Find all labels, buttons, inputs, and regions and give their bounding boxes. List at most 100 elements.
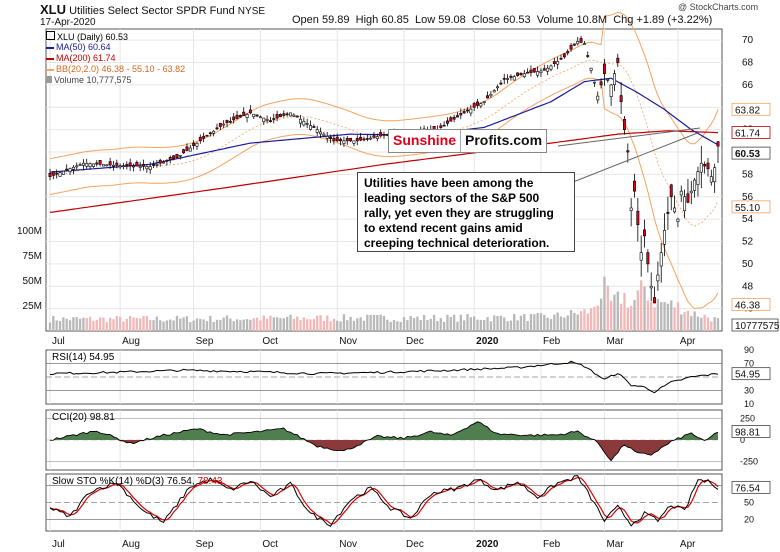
candle-body bbox=[68, 168, 72, 172]
volume-bar bbox=[349, 316, 352, 331]
volume-bar bbox=[673, 307, 676, 331]
price-tick-70: 70 bbox=[742, 35, 754, 46]
candle-body bbox=[492, 90, 496, 93]
volume-bar bbox=[419, 320, 422, 331]
x-month-label-bottom-Sep: Sep bbox=[196, 539, 214, 550]
candle-body bbox=[526, 71, 530, 74]
volume-bar bbox=[309, 319, 312, 331]
chart-title: XLU Utilities Select Sector SPDR Fund NY… bbox=[40, 2, 265, 17]
candle-body bbox=[709, 176, 713, 183]
volume-bar bbox=[596, 305, 599, 331]
candle-body bbox=[325, 136, 329, 139]
volume-bar bbox=[506, 321, 509, 331]
volume-bar bbox=[716, 318, 720, 331]
volume-bar bbox=[439, 318, 442, 331]
candle-body bbox=[111, 164, 115, 167]
volume-bar bbox=[573, 312, 576, 331]
tag-close-box bbox=[731, 146, 771, 160]
cci-legend: CCI(20) 98.81 bbox=[52, 412, 115, 423]
volume-bar bbox=[616, 291, 619, 331]
volume-bar bbox=[95, 319, 98, 331]
candle-body bbox=[529, 69, 533, 73]
legend-ma200: MA(200) 61.74 bbox=[46, 53, 116, 63]
volume-bar bbox=[409, 316, 412, 331]
volume-bar bbox=[629, 306, 633, 331]
x-month-label-bottom-Nov: Nov bbox=[339, 539, 357, 550]
annotation-pointer-2 bbox=[557, 127, 701, 147]
rsi-tick-10: 10 bbox=[744, 399, 754, 409]
volume-bar bbox=[686, 310, 690, 331]
volume-bar bbox=[319, 315, 322, 331]
candle-body bbox=[676, 218, 680, 222]
volume-bar bbox=[593, 306, 596, 331]
volume-bar bbox=[215, 319, 219, 331]
candle-body bbox=[75, 165, 79, 168]
volume-bar bbox=[693, 311, 696, 331]
volume-bar bbox=[329, 321, 332, 331]
candle-body bbox=[192, 142, 196, 146]
candle-body bbox=[155, 164, 159, 166]
exchange: NYSE bbox=[237, 6, 266, 17]
volume-bar bbox=[479, 319, 483, 331]
volume-bar bbox=[182, 317, 185, 331]
symbol: XLU bbox=[40, 2, 66, 17]
volume-bar bbox=[379, 314, 382, 331]
x-month-label-bottom-Apr: Apr bbox=[680, 539, 696, 550]
candle-body bbox=[375, 136, 379, 139]
candle-body bbox=[602, 63, 606, 75]
candle-body bbox=[332, 137, 336, 142]
volume-bar bbox=[442, 321, 446, 331]
candle-body bbox=[278, 114, 282, 118]
candle-body bbox=[172, 155, 176, 160]
volume-bar bbox=[265, 318, 269, 331]
candle-body bbox=[349, 137, 353, 142]
x-month-label-Apr: Apr bbox=[680, 336, 696, 347]
candle-body bbox=[162, 161, 166, 164]
candle-body bbox=[659, 252, 663, 267]
candle-body bbox=[502, 78, 506, 80]
volume-bar bbox=[235, 319, 239, 331]
volume-bar bbox=[88, 316, 92, 331]
candle-body bbox=[365, 138, 369, 140]
volume-bar bbox=[619, 303, 623, 331]
cci-tick--250: -250 bbox=[740, 456, 758, 466]
rsi-tick-70: 70 bbox=[744, 359, 754, 369]
volume-bar bbox=[369, 315, 372, 331]
legend-ma50: MA(50) 60.64 bbox=[46, 42, 111, 52]
volume-bar bbox=[292, 318, 295, 331]
volume-bar bbox=[165, 320, 169, 331]
price-tick-68: 68 bbox=[742, 58, 754, 69]
candle-body bbox=[442, 124, 446, 127]
ma50-legend-icon bbox=[46, 46, 54, 49]
x-month-label-Dec: Dec bbox=[406, 336, 424, 347]
volume-bar bbox=[633, 299, 636, 331]
volume-bar bbox=[326, 315, 329, 331]
candle-body bbox=[445, 120, 449, 124]
candle-body bbox=[145, 166, 149, 170]
candle-body bbox=[562, 53, 566, 58]
cci-line bbox=[49, 421, 719, 462]
candle-body bbox=[275, 114, 279, 119]
candle-body bbox=[689, 190, 693, 194]
volume-bar bbox=[553, 314, 556, 331]
volume-bar bbox=[449, 316, 452, 331]
candle-body bbox=[322, 133, 326, 136]
volume-bar bbox=[275, 317, 279, 331]
volume-bar bbox=[172, 320, 175, 331]
annotation-box: Utilities have been among the leading se… bbox=[357, 172, 575, 252]
candle-body bbox=[105, 164, 109, 167]
candle-body bbox=[569, 44, 573, 50]
candle-body bbox=[646, 252, 650, 265]
volume-bar bbox=[149, 319, 152, 331]
candle-body bbox=[71, 166, 75, 170]
volume-bar bbox=[462, 320, 466, 331]
candle-body bbox=[462, 111, 466, 114]
volume-bar bbox=[452, 314, 456, 331]
volume-bar bbox=[422, 315, 426, 331]
candle-body bbox=[289, 112, 292, 117]
x-month-label-bottom-2020: 2020 bbox=[476, 539, 499, 550]
volume-bar bbox=[179, 318, 182, 331]
volume-bar bbox=[670, 300, 673, 331]
candle-body bbox=[185, 146, 189, 151]
candle-body bbox=[516, 72, 520, 76]
